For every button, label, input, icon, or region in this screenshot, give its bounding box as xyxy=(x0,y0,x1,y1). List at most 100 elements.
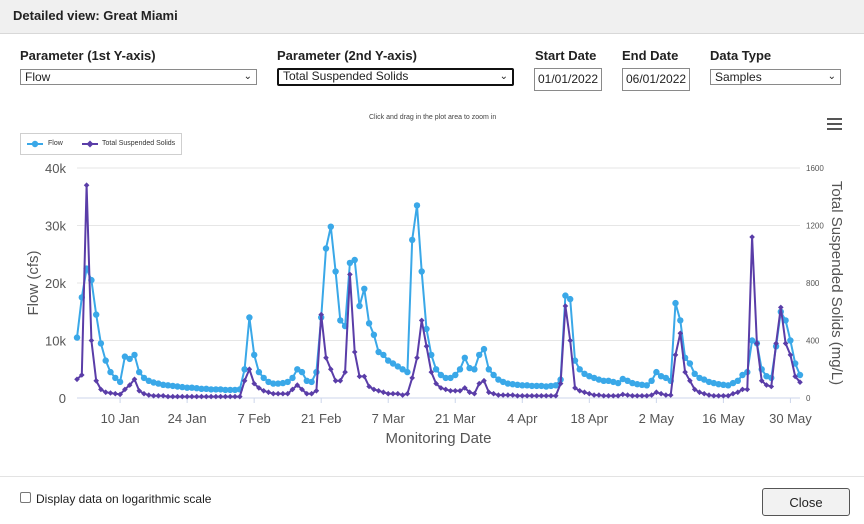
y-left-tick-label: 0 xyxy=(59,391,66,406)
flow-data-point xyxy=(251,351,258,359)
flow-data-point xyxy=(193,385,200,392)
tss-data-point xyxy=(222,393,229,400)
flow-data-point xyxy=(490,371,497,379)
param1-value: Flow xyxy=(25,70,51,84)
chart-svg[interactable]: 0 10k 20k 30k 40k 0 400 800 1200 1600 10 Jan 24 Jan… xyxy=(0,155,864,485)
y-right-tick-label: 800 xyxy=(806,279,820,288)
x-tick-label: 7 Feb xyxy=(238,411,271,426)
tss-data-point xyxy=(447,388,454,394)
tss-data-point xyxy=(634,393,640,399)
flow-data-point xyxy=(227,386,234,394)
tss-data-point xyxy=(351,349,358,355)
tss-data-point xyxy=(596,392,602,398)
tss-data-point xyxy=(79,372,85,378)
flow-data-point xyxy=(231,386,239,394)
legend-tss-marker xyxy=(86,140,94,148)
flow-data-point xyxy=(217,386,224,393)
flow-data-point xyxy=(116,378,124,386)
flow-data-point xyxy=(413,202,421,209)
param2-value: Total Suspended Solids xyxy=(283,69,409,83)
tss-data-point xyxy=(208,393,214,400)
tss-data-point xyxy=(83,182,90,188)
tss-data-point xyxy=(500,392,506,398)
end-date-input[interactable]: 06/01/2022 xyxy=(622,68,690,91)
flow-data-point xyxy=(394,363,401,370)
flow-data-point xyxy=(423,325,430,333)
flow-data-point xyxy=(581,370,588,377)
tss-data-point xyxy=(270,390,277,397)
flow-data-point xyxy=(619,375,626,383)
tss-data-point xyxy=(706,392,712,398)
flow-data-point xyxy=(255,368,263,376)
tss-data-point xyxy=(170,393,176,400)
hamburger-menu-icon[interactable] xyxy=(827,118,842,130)
tss-data-point xyxy=(591,392,597,398)
tss-data-point xyxy=(318,311,324,318)
tss-data-point xyxy=(749,234,755,240)
flow-data-point xyxy=(246,314,253,321)
tss-data-point xyxy=(763,382,770,388)
log-scale-label[interactable]: Display data on logarithmic scale xyxy=(36,492,212,506)
flow-data-point xyxy=(638,381,646,388)
tss-data-point xyxy=(332,377,339,384)
flow-data-point xyxy=(485,366,492,373)
flow-data-point xyxy=(183,384,191,391)
flow-data-point xyxy=(523,382,531,389)
flow-data-point xyxy=(705,378,713,386)
flow-data-point xyxy=(782,317,789,324)
flow-data-point xyxy=(322,245,330,252)
tss-data-point xyxy=(112,390,119,397)
legend-tss-label[interactable]: Total Suspended Solids xyxy=(102,140,176,147)
flow-data-point xyxy=(748,337,756,344)
zoom-hint: Click and drag in the plot area to zoom … xyxy=(369,114,497,121)
tss-data-point xyxy=(667,392,674,398)
data-type-select[interactable]: Samples ⌄ xyxy=(710,69,841,85)
end-date-label: End Date xyxy=(622,48,679,63)
tss-data-point xyxy=(730,390,736,397)
flow-data-point xyxy=(260,374,267,382)
tss-data-point xyxy=(720,393,727,399)
tss-data-point xyxy=(476,380,482,387)
tss-data-point xyxy=(620,391,626,398)
legend-markers xyxy=(27,140,98,148)
tss-data-point xyxy=(227,393,233,400)
tss-data-point xyxy=(74,376,80,383)
log-scale-checkbox[interactable] xyxy=(20,492,31,503)
tss-data-point xyxy=(399,392,406,398)
param2-select[interactable]: Total Suspended Solids ⌄ xyxy=(277,68,514,86)
tss-data-point xyxy=(150,393,157,399)
legend-flow-label[interactable]: Flow xyxy=(48,140,63,147)
tss-data-point xyxy=(557,380,564,387)
tss-data-point xyxy=(529,393,535,399)
tss-data-point xyxy=(189,393,195,400)
flow-data-point xyxy=(734,377,741,384)
param1-select[interactable]: Flow ⌄ xyxy=(20,69,257,85)
tss-data-point xyxy=(462,385,468,391)
flow-data-point xyxy=(303,377,310,384)
flow-data-point xyxy=(428,351,435,359)
tss-data-point xyxy=(490,390,497,397)
flow-data-point xyxy=(447,374,454,382)
tss-data-point xyxy=(505,392,511,398)
tss-data-point xyxy=(653,389,660,396)
flow-data-point xyxy=(643,382,650,389)
flow-data-point xyxy=(102,357,109,364)
tss-data-point xyxy=(581,389,588,396)
start-date-input[interactable]: 01/01/2022 xyxy=(534,68,602,91)
tss-data-point xyxy=(342,369,348,375)
flow-data-point xyxy=(136,368,143,376)
tss-data-point xyxy=(466,389,473,396)
flow-data-point xyxy=(533,382,540,390)
tss-data-point xyxy=(567,337,573,344)
close-button[interactable]: Close xyxy=(762,488,850,516)
tss-data-point xyxy=(146,392,152,398)
flow-data-point xyxy=(337,317,344,324)
flow-data-point xyxy=(552,382,559,389)
flow-data-point xyxy=(519,382,526,389)
tss-data-point xyxy=(179,393,186,400)
flow-data-point xyxy=(361,285,368,292)
tss-data-point xyxy=(758,377,765,384)
flow-data-point xyxy=(567,295,574,303)
flow-data-point xyxy=(404,368,411,376)
tss-data-point xyxy=(203,393,210,400)
